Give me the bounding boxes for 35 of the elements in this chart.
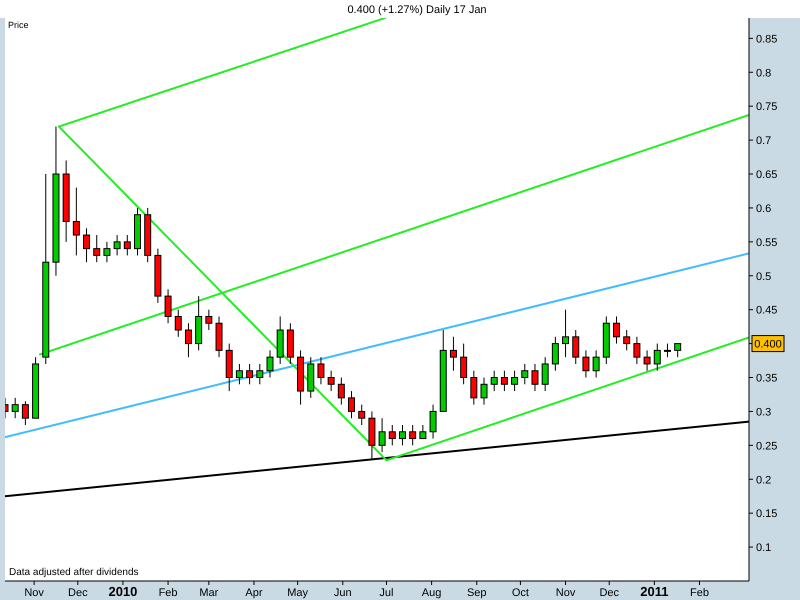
y-tick-label: 0.7 [756, 135, 772, 148]
y-tick-label: 0.5 [756, 270, 772, 283]
y-tick-label: 0.45 [756, 304, 778, 317]
x-tick-label: Apr [245, 587, 263, 599]
x-tick-label: Dec [68, 587, 88, 599]
y-tick-label: 0.65 [756, 169, 778, 182]
y-tick-label: 0.55 [756, 236, 778, 249]
x-tick-label: Jun [334, 587, 352, 599]
y-tick-label: 0.15 [756, 508, 778, 520]
text: 0.400 [754, 338, 782, 351]
y-tick-label: 0.35 [756, 372, 778, 385]
y-tick-label: 0.85 [756, 33, 778, 46]
x-tick-label: Oct [512, 587, 529, 599]
y-axis-title: Price [8, 20, 29, 30]
x-tick-label: Mar [199, 587, 219, 599]
x-tick-label: Feb [158, 587, 178, 599]
y-tick-label: 0.8 [756, 67, 772, 80]
annotation: Data adjusted after dividends [9, 567, 139, 578]
x-tick-label: Nov [24, 587, 44, 599]
y-tick-label: 0.25 [756, 440, 778, 452]
x-tick-label: 2010 [108, 584, 138, 599]
y-tick-label: 0.6 [756, 202, 772, 215]
x-tick-label: Aug [422, 587, 442, 599]
x-tick-label: Jul [379, 587, 394, 599]
y-tick-label: 0.3 [756, 406, 772, 418]
x-tick-label: Dec [599, 587, 620, 599]
x-tick-label: Feb [690, 587, 709, 599]
x-tick-label: Sep [466, 587, 487, 599]
x-tick-label: 2011 [640, 584, 668, 599]
y-tick-label: 0.75 [756, 101, 778, 114]
y-tick-label: 0.1 [756, 542, 772, 554]
x-tick-label: May [287, 587, 309, 599]
y-tick-label: 0.2 [756, 474, 772, 486]
x-tick-label: Nov [556, 587, 576, 599]
chart-title: 0.400 (+1.27%) Daily 17 Jan [347, 4, 487, 16]
